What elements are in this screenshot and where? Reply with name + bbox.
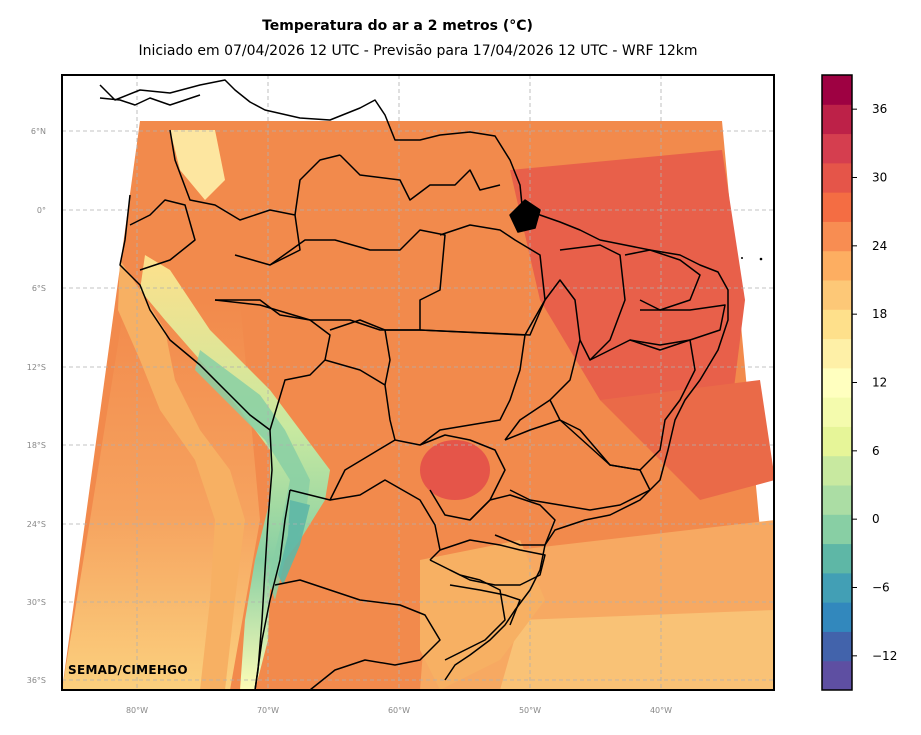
lon-label: 40°W	[650, 706, 672, 715]
map-title: Temperatura do ar a 2 metros (°C)	[262, 18, 533, 34]
atlantic-hot-band	[600, 380, 774, 500]
colorbar	[821, 74, 853, 691]
island-mark	[741, 257, 743, 259]
colorbar-tick-label: −6	[872, 581, 890, 595]
state-mato-grosso	[385, 329, 526, 446]
state-sp	[469, 494, 556, 546]
state-ms	[419, 434, 506, 521]
lat-label: 6°S	[32, 284, 46, 293]
longitude-labels: 80°W 70°W 60°W 50°W 40°W	[126, 706, 672, 715]
lon-label: 70°W	[257, 706, 279, 715]
state-pe-pb	[629, 304, 726, 346]
colorbar-tick-label: 24	[872, 239, 887, 253]
colorbar-segment	[822, 426, 852, 457]
lon-label: 60°W	[388, 706, 410, 715]
ecuador-border	[129, 199, 196, 271]
lon-label: 80°W	[126, 706, 148, 715]
lat-label: 0°	[37, 206, 46, 215]
colorbar-tick-label: 18	[872, 307, 887, 321]
state-rs	[449, 584, 521, 626]
map-subtitle: Iniciado em 07/04/2026 12 UTC - Previsão…	[138, 43, 698, 59]
marajo-island	[509, 199, 541, 233]
argentina-chile-border	[254, 489, 291, 691]
colorbar-segment	[822, 397, 852, 427]
colorbar-segment	[822, 75, 852, 105]
pacific-coast-strip	[118, 260, 245, 690]
temperature-field	[62, 121, 774, 690]
andes-ridge-north	[170, 130, 225, 200]
island-mark	[759, 257, 763, 261]
colorbar-segment	[822, 514, 852, 545]
state-bahia	[549, 339, 696, 471]
colorbar-segment	[822, 162, 852, 193]
pacific-coast	[119, 194, 273, 691]
colorbar-segment	[822, 133, 852, 164]
colorbar-segment	[822, 250, 852, 281]
lat-label: 30°S	[27, 598, 46, 607]
colorbar-ticks: 36 30 24 18 12 6 0 −6 −12	[852, 102, 897, 663]
state-acre	[215, 299, 311, 321]
colorbar-tick-label: −12	[872, 649, 897, 663]
andes-cold-core	[195, 350, 310, 600]
colorbar-segment	[822, 572, 852, 603]
colorbar-segment	[822, 485, 852, 515]
lat-label: 24°S	[27, 520, 46, 529]
colorbar-segment	[822, 221, 852, 252]
caribbean-coast	[99, 79, 523, 206]
colorbar-tick-label: 36	[872, 102, 887, 116]
plot-frame	[61, 74, 775, 691]
state-para	[419, 224, 546, 336]
andes-coldest	[278, 500, 310, 585]
colorbar-segment	[822, 367, 852, 398]
political-borders	[99, 79, 729, 691]
colorbar-segment	[822, 280, 852, 310]
guianas-borders	[339, 154, 501, 201]
colorbar-segment	[822, 660, 852, 691]
state-amazonas	[269, 229, 446, 331]
colorbar-segment	[822, 104, 852, 135]
colorbar-segment	[822, 602, 852, 632]
colorbar-tick-label: 6	[872, 444, 880, 458]
colorbar-tick-label: 12	[872, 376, 887, 390]
lat-label: 18°S	[27, 441, 46, 450]
colorbar-segment	[822, 631, 852, 662]
latitude-labels: 6°N 0° 6°S 12°S 18°S 24°S 30°S 36°S	[27, 127, 46, 685]
colorbar-tick-label: 30	[872, 171, 887, 185]
colorbar-segment	[822, 543, 852, 574]
south-brazil-mild	[420, 540, 545, 690]
colorbar-segment	[822, 309, 852, 340]
peru-bolivia-border	[214, 299, 331, 431]
colorbar-segment	[822, 455, 852, 486]
colorbar-segment	[822, 192, 852, 222]
argentina-provinces	[274, 579, 441, 691]
colombia-border	[169, 129, 301, 266]
state-pr-sc	[439, 539, 546, 586]
south-atlantic-cooler	[500, 610, 774, 690]
venezuela-border	[294, 154, 341, 216]
lat-label: 6°N	[31, 127, 46, 136]
lon-label: 50°W	[519, 706, 541, 715]
bolivia-border	[289, 359, 396, 501]
colorbar-segment	[822, 338, 852, 369]
pantanal-hot-spot	[420, 440, 490, 500]
colorbar-tick-label: 0	[872, 512, 880, 526]
state-minas	[504, 419, 651, 511]
map-gridlines	[62, 75, 774, 690]
lat-label: 12°S	[27, 363, 46, 372]
caribbean-coast-2	[99, 94, 201, 106]
lat-label: 36°S	[27, 676, 46, 685]
watermark-label: SEMAD/CIMEHGO	[68, 663, 188, 677]
